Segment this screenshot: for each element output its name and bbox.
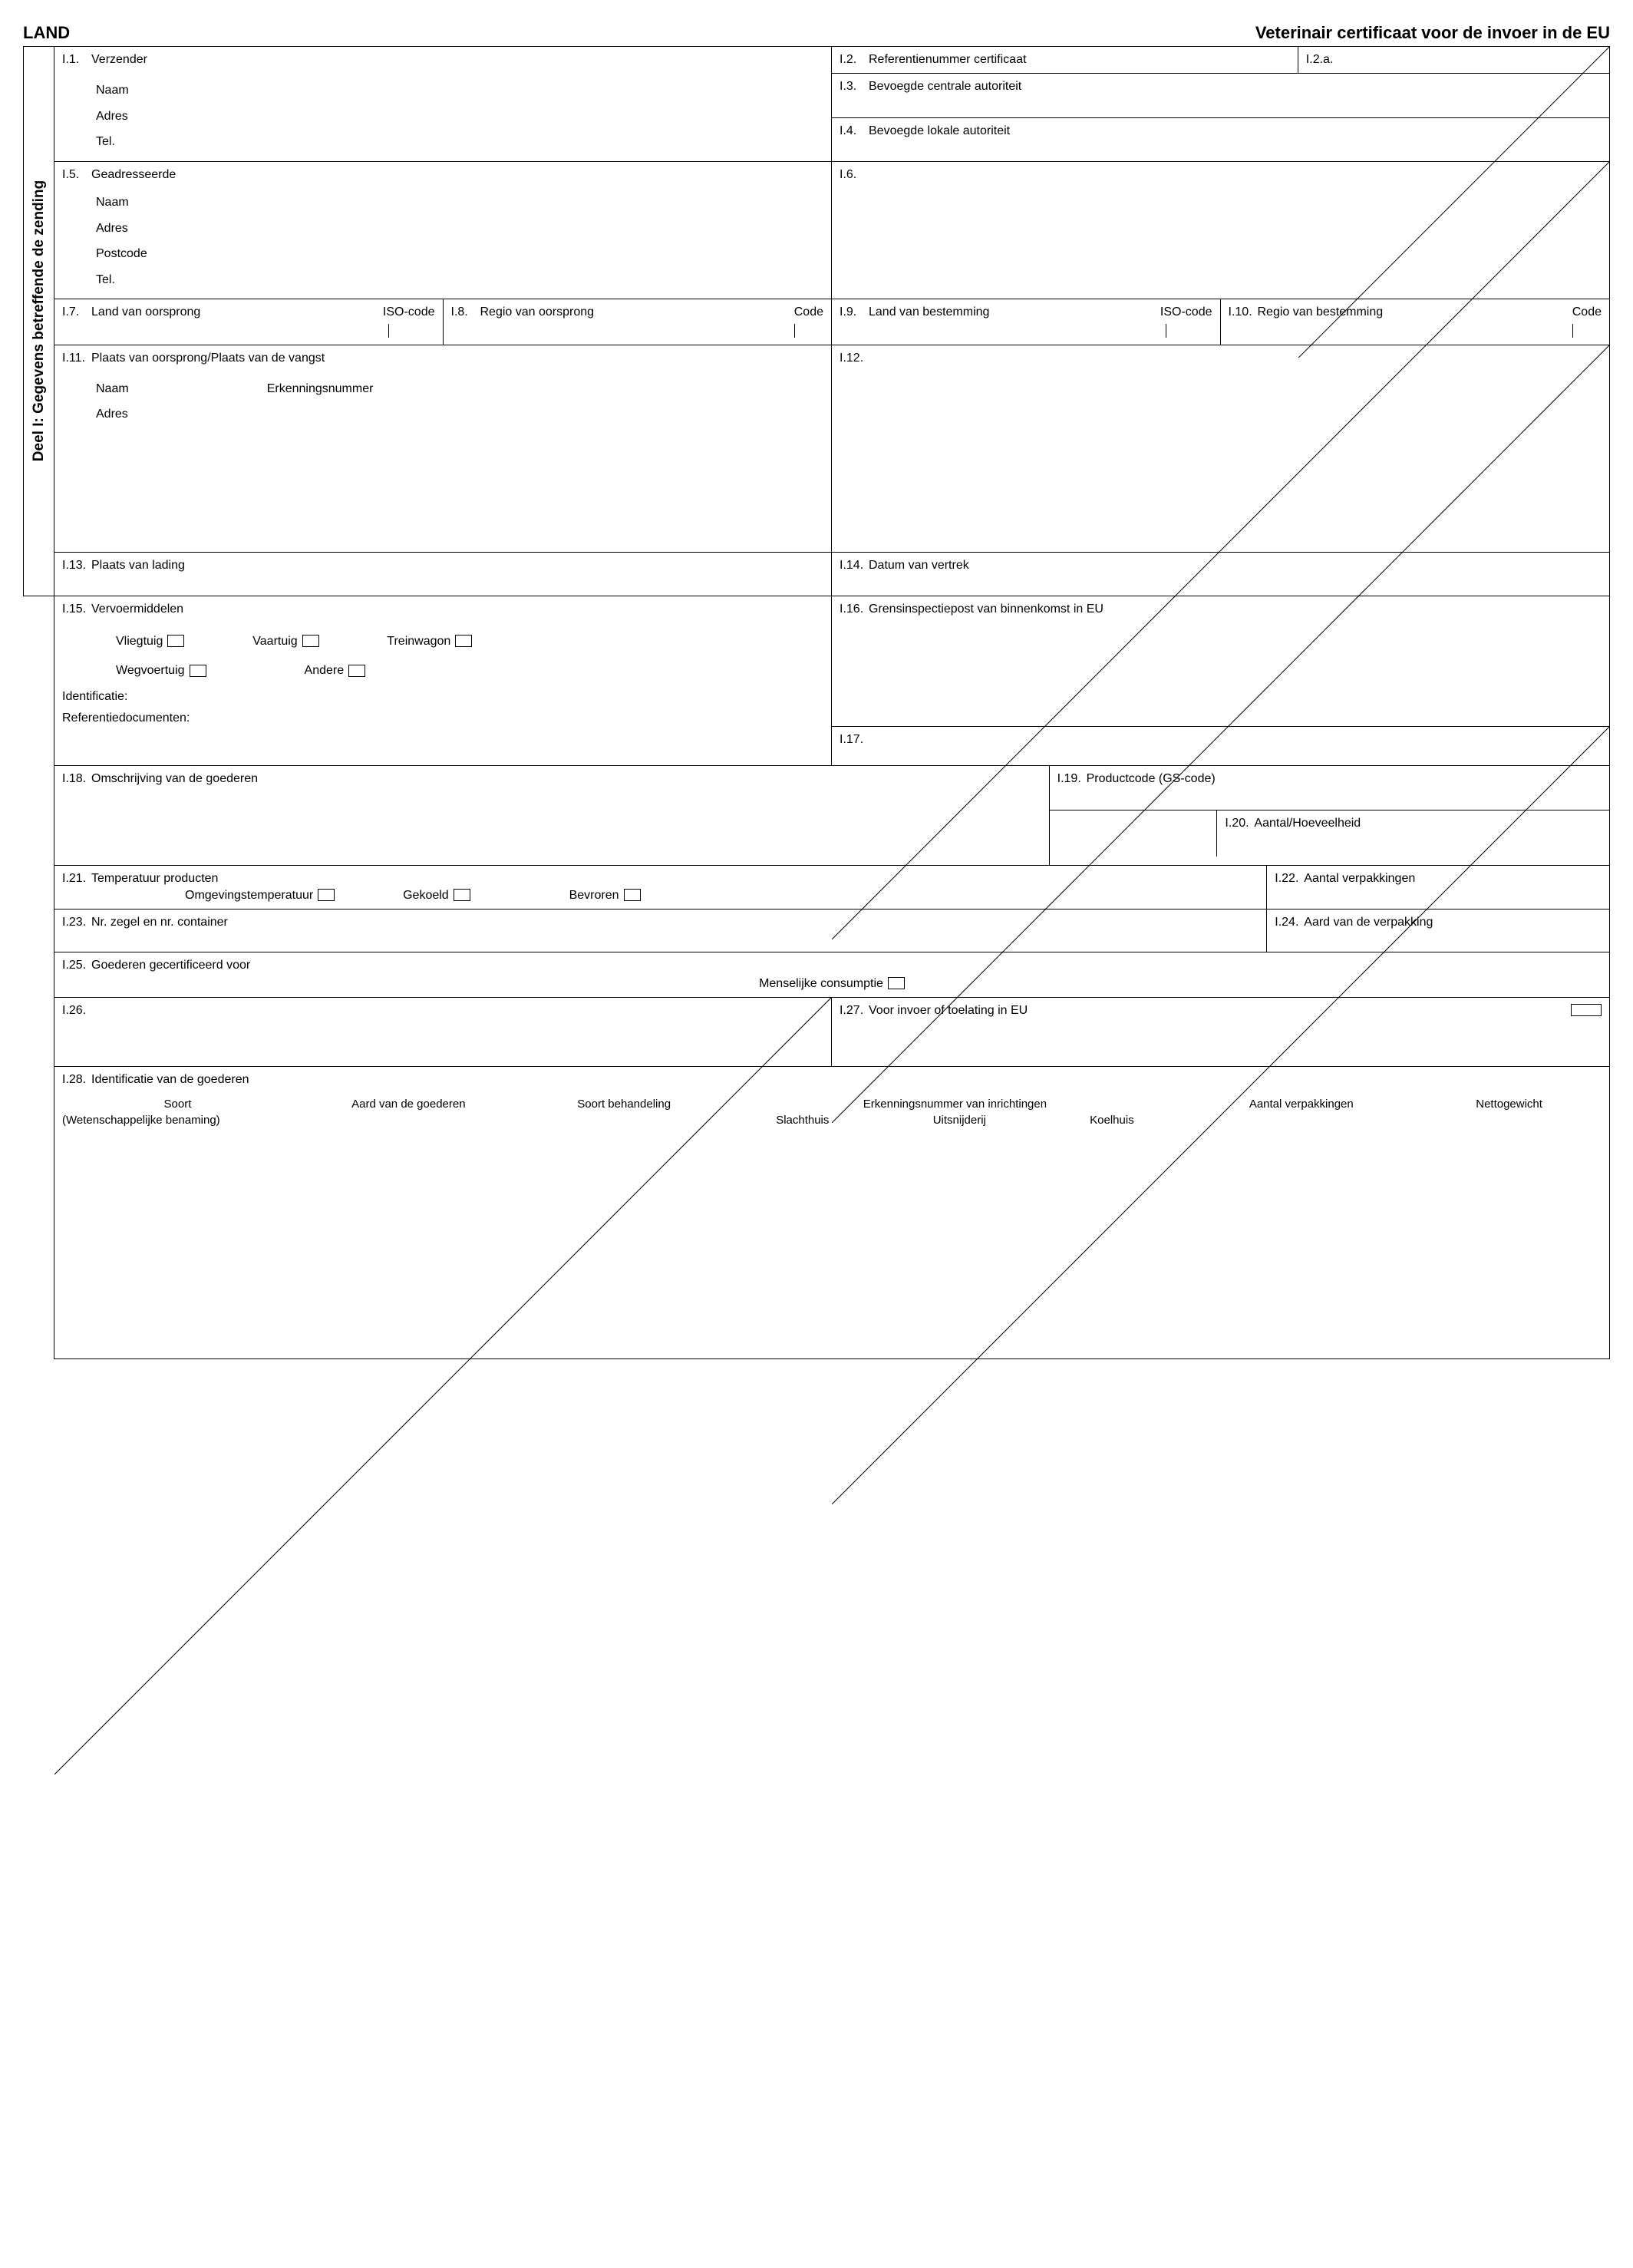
upper-grid: I.1.Verzender Naam Adres Tel. I.2.Refere… <box>54 46 1610 596</box>
box-i28: I.28.Identificatie van de goederen Soort… <box>54 1067 1609 1358</box>
box-i27: I.27.Voor invoer of toelating in EU <box>832 998 1609 1067</box>
upper-section: Deel I: Gegevens betreffende de zending … <box>23 46 1610 596</box>
box-i8: I.8.Regio van oorsprong Code <box>444 299 833 345</box>
box-i16-17: I.16.Grensinspectiepost van binnenkomst … <box>832 596 1609 766</box>
box-i3: I.3.Bevoegde centrale autoriteit <box>832 74 1609 118</box>
box-i19: I.19.Productcode (GS-code) <box>1050 766 1609 810</box>
box-i13: I.13.Plaats van lading <box>54 553 832 596</box>
checkbox-treinwagon[interactable] <box>455 635 472 647</box>
side-label-text: Deel I: Gegevens betreffende de zending <box>31 180 48 461</box>
checkbox-i27[interactable] <box>1571 1004 1602 1016</box>
box-i2-group: I.2.Referentienummer certificaat I.2.a. … <box>832 47 1609 162</box>
box-i9: I.9.Land van bestemming ISO-code <box>832 299 1221 345</box>
checkbox-vaartuig[interactable] <box>302 635 319 647</box>
box-i20: I.20.Aantal/Hoeveelheid <box>1217 810 1609 857</box>
box-i14: I.14.Datum van vertrek <box>832 553 1609 596</box>
box-i25: I.25.Goederen gecertificeerd voor Mensel… <box>54 952 1609 998</box>
lower-section: I.15.Vervoermiddelen Vliegtuig Vaartuig … <box>23 596 1610 1359</box>
box-i5: I.5.Geadresseerde Naam Adres Postcode Te… <box>54 162 832 299</box>
box-i2: I.2.Referentienummer certificaat <box>832 47 1298 74</box>
box-i12: I.12. <box>832 345 1609 553</box>
box-i15: I.15.Vervoermiddelen Vliegtuig Vaartuig … <box>54 596 832 766</box>
box-i11: I.11.Plaats van oorsprong/Plaats van de … <box>54 345 832 553</box>
box-i22: I.22.Aantal verpakkingen <box>1267 866 1609 910</box>
checkbox-menselijke-consumptie[interactable] <box>888 977 905 989</box>
box-i26: I.26. <box>54 998 832 1067</box>
box-i19-20: I.19.Productcode (GS-code) I.20.Aantal/H… <box>1050 766 1609 866</box>
checkbox-andere[interactable] <box>348 665 365 677</box>
box-i1: I.1.Verzender Naam Adres Tel. <box>54 47 832 162</box>
page-header: LAND Veterinair certificaat voor de invo… <box>23 23 1610 43</box>
header-left: LAND <box>23 23 70 43</box>
header-right: Veterinair certificaat voor de invoer in… <box>1255 23 1610 43</box>
box-i21: I.21.Temperatuur producten Omgevingstemp… <box>54 866 1267 910</box>
box-i18: I.18.Omschrijving van de goederen <box>54 766 1050 866</box>
checkbox-gekoeld[interactable] <box>454 889 470 901</box>
box-i24: I.24.Aard van de verpakking <box>1267 910 1609 952</box>
box-i23: I.23.Nr. zegel en nr. container <box>54 910 1267 952</box>
box-i6: I.6. <box>832 162 1609 299</box>
checkbox-vliegtuig[interactable] <box>167 635 184 647</box>
box-i17: I.17. <box>832 727 1609 765</box>
box-i16: I.16.Grensinspectiepost van binnenkomst … <box>832 596 1609 727</box>
lower-grid: I.15.Vervoermiddelen Vliegtuig Vaartuig … <box>54 596 1610 1359</box>
box-i2a: I.2.a. <box>1298 47 1609 74</box>
box-i7: I.7.Land van oorsprong ISO-code <box>54 299 444 345</box>
side-label: Deel I: Gegevens betreffende de zending <box>23 46 54 596</box>
checkbox-wegvoertuig[interactable] <box>190 665 206 677</box>
box-i10: I.10.Regio van bestemming Code <box>1221 299 1610 345</box>
checkbox-omgeving[interactable] <box>318 889 335 901</box>
checkbox-bevroren[interactable] <box>624 889 641 901</box>
box-i4: I.4.Bevoegde lokale autoriteit <box>832 118 1609 161</box>
